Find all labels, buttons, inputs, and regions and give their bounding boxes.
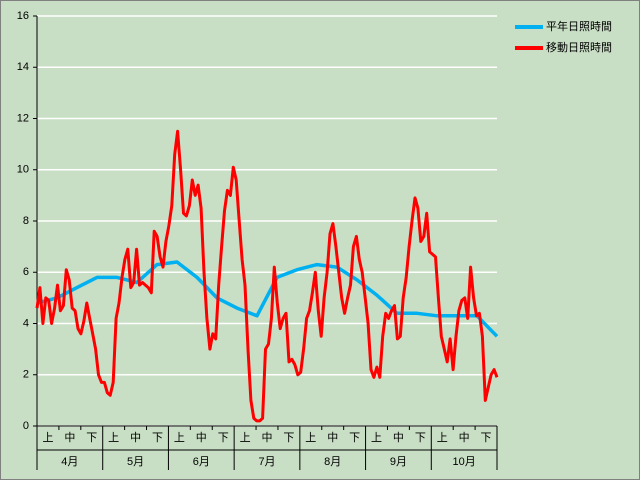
month-label: 9月 — [390, 456, 407, 468]
period-label: 上 — [174, 431, 185, 444]
month-label: 4月 — [61, 456, 78, 468]
legend-label: 移動日照時間 — [546, 40, 612, 54]
period-label: 下 — [481, 432, 492, 444]
month-label: 5月 — [127, 456, 144, 468]
y-tick-label: 0 — [23, 420, 29, 432]
period-label: 中 — [64, 431, 75, 444]
period-label: 中 — [393, 431, 404, 444]
period-label: 中 — [262, 431, 273, 444]
period-label: 下 — [218, 432, 229, 444]
series-line — [35, 129, 499, 423]
period-label: 上 — [371, 431, 382, 444]
y-tick-label: 14 — [17, 61, 29, 73]
period-label: 下 — [283, 432, 294, 444]
period-label: 中 — [196, 431, 207, 444]
series-line — [36, 260, 499, 338]
period-label: 上 — [108, 431, 119, 444]
y-tick-label: 6 — [23, 266, 29, 278]
period-label: 上 — [240, 431, 251, 444]
period-label: 下 — [349, 432, 360, 444]
month-label: 10月 — [453, 456, 476, 468]
period-label: 中 — [327, 431, 338, 444]
y-tick-label: 4 — [23, 317, 29, 329]
y-tick-label: 10 — [17, 164, 29, 176]
period-label: 下 — [152, 432, 163, 444]
legend-label: 平年日照時間 — [546, 19, 612, 33]
month-label: 6月 — [193, 456, 210, 468]
period-label: 下 — [86, 432, 97, 444]
y-tick-label: 8 — [23, 215, 29, 227]
y-tick-label: 12 — [17, 112, 29, 124]
period-label: 中 — [459, 431, 470, 444]
y-tick-label: 16 — [17, 10, 29, 22]
y-tick-label: 2 — [23, 369, 29, 381]
period-label: 下 — [415, 432, 426, 444]
period-label: 上 — [437, 431, 448, 444]
period-label: 中 — [130, 431, 141, 444]
month-label: 8月 — [324, 456, 341, 468]
period-label: 上 — [42, 431, 53, 444]
period-label: 上 — [305, 431, 316, 444]
month-label: 7月 — [258, 456, 275, 468]
